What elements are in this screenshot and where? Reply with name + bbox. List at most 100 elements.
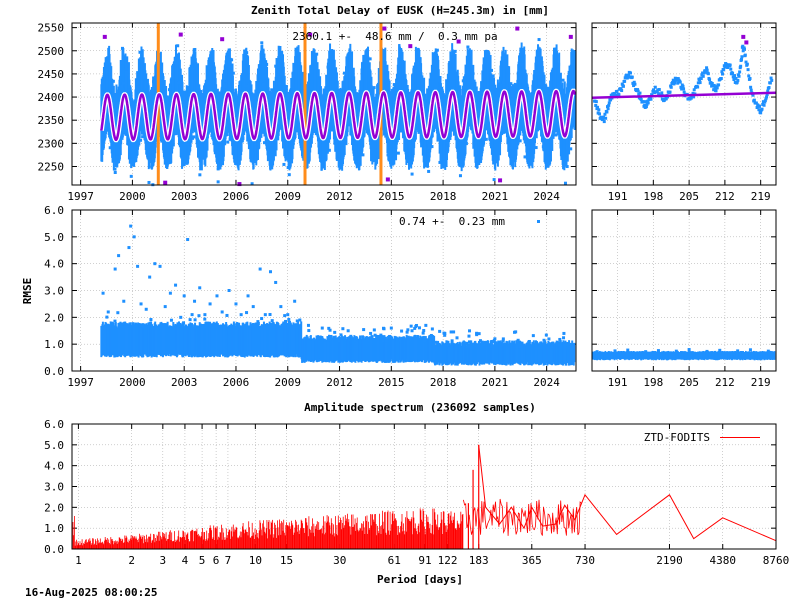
ztd-recent-point — [681, 84, 685, 88]
spectrum-xtick-label: 10 — [249, 554, 262, 567]
rmse-recent-point — [674, 349, 678, 353]
ztd-obs-point — [315, 52, 319, 56]
rmse-point — [158, 264, 162, 268]
ztd-outlier-point — [237, 182, 242, 187]
ztd-obs-point — [124, 67, 128, 71]
rmse-obs-point — [455, 336, 459, 340]
rmse-obs-point — [450, 345, 454, 349]
rmse-point — [246, 294, 250, 298]
rmse-obs-point — [208, 322, 212, 326]
rmse-ytick-label: 0.0 — [44, 365, 64, 378]
ztd-obs-point — [335, 157, 339, 161]
ztd-recent-point — [649, 97, 653, 101]
rmse-obs-point — [501, 339, 505, 343]
ztd-obs-point — [546, 164, 550, 168]
ztd-panel: 1997 2000 2003 2006 2009 2012 2015 2018 2021 2024… — [38, 22, 578, 203]
ztd-ytick-label: 2400 — [38, 91, 65, 104]
rmse-obs-point — [193, 318, 197, 322]
rmse-obs-point — [287, 320, 291, 324]
spectrum-xtick-label: 8760 — [763, 554, 790, 567]
ztd-obs-point — [458, 174, 462, 178]
rmse-axis-label: RMSE — [21, 278, 34, 305]
ztd-ytick-label: 2500 — [38, 45, 65, 58]
ztd-xtick-label: 2003 — [171, 190, 198, 203]
ztd-recent-outlier — [744, 40, 749, 45]
rmse-obs-point — [434, 340, 438, 344]
ztd-obs-point — [430, 145, 434, 149]
rmse-obs-point — [116, 311, 120, 315]
ztd-obs-point — [523, 155, 527, 159]
rmse-xtick-label: 2024 — [533, 376, 560, 389]
ztd-recent-point — [666, 95, 670, 99]
spectrum-xtick-label: 3 — [160, 554, 167, 567]
ztd-recent-point — [757, 104, 761, 108]
rmse-point — [493, 337, 497, 341]
ztd-recent-point — [764, 97, 768, 101]
ztd-recent-point — [712, 83, 716, 87]
rmse-obs-point — [188, 318, 192, 322]
ztd-obs-point — [210, 128, 214, 132]
ztd-recent-point — [698, 78, 702, 82]
spectrum-ytick-label: 5.0 — [44, 439, 64, 452]
ztd-recent-point — [767, 86, 771, 90]
rmse-obs-point — [423, 339, 427, 343]
ztd-obs-point — [494, 88, 498, 92]
spectrum-tail — [478, 444, 777, 542]
ztd-obs-point — [569, 147, 573, 151]
ztd-recent-point — [748, 77, 752, 81]
ztd-recent-point — [710, 82, 714, 86]
ztd-obs-point — [150, 165, 154, 169]
ztd-recent-point — [751, 93, 755, 97]
ztd-obs-point — [113, 93, 117, 97]
ztd-recent-point — [611, 93, 615, 97]
ztd-recent-point — [696, 85, 700, 89]
rmse-xtick-label: 2012 — [326, 376, 353, 389]
rmse-obs-point — [558, 337, 562, 341]
rmse-obs-point — [382, 327, 386, 331]
ztd-obs-point — [446, 141, 450, 145]
ztd-recent-point — [747, 74, 751, 78]
ztd-recent-point — [741, 49, 745, 53]
ztd-recent-point — [701, 74, 705, 78]
rmse-obs-point — [490, 339, 494, 343]
ztd-obs-point — [223, 85, 227, 89]
ztd-obs-point — [346, 122, 350, 126]
ztd-obs-point — [147, 180, 151, 184]
spectrum-ytick-label: 4.0 — [44, 460, 64, 473]
rmse-obs-point — [341, 327, 345, 331]
rmse-obs-point — [206, 321, 210, 325]
ztd-obs-point — [120, 84, 124, 88]
ztd-outlier-point — [385, 177, 390, 182]
ztd-obs-point — [519, 76, 523, 80]
rmse-point — [306, 323, 310, 327]
rmse-recent-point — [748, 348, 752, 352]
ztd-obs-point — [459, 139, 463, 143]
rmse-recent-xtick-label: 212 — [715, 376, 735, 389]
ztd-recent-point — [713, 86, 717, 90]
rmse-obs-point — [349, 334, 353, 338]
ztd-recent-point — [742, 47, 746, 51]
ztd-obs-point — [326, 65, 330, 69]
rmse-obs-point — [295, 319, 299, 323]
ztd-obs-point — [180, 150, 184, 154]
ztd-obs-point — [113, 171, 117, 175]
ztd-recent-point — [704, 70, 708, 74]
rmse-recent-point — [718, 348, 722, 352]
ztd-recent-point — [749, 85, 753, 89]
ztd-recent-point — [617, 93, 621, 97]
rmse-obs-point — [120, 322, 124, 326]
rmse-point — [203, 313, 207, 317]
ztd-recent-point — [682, 90, 686, 94]
rmse-obs-point — [372, 328, 376, 332]
rmse-obs-point — [260, 317, 264, 321]
rmse-obs-point — [550, 342, 554, 346]
rmse-obs-point — [169, 318, 173, 322]
rmse-obs-point — [103, 326, 107, 330]
ztd-obs-point — [151, 156, 155, 160]
ztd-obs-point — [234, 95, 238, 99]
rmse-recent-frame — [591, 209, 777, 372]
ztd-obs-point — [161, 76, 165, 80]
spectrum-xtick-label: 15 — [280, 554, 293, 567]
ztd-recent-point — [705, 66, 709, 70]
